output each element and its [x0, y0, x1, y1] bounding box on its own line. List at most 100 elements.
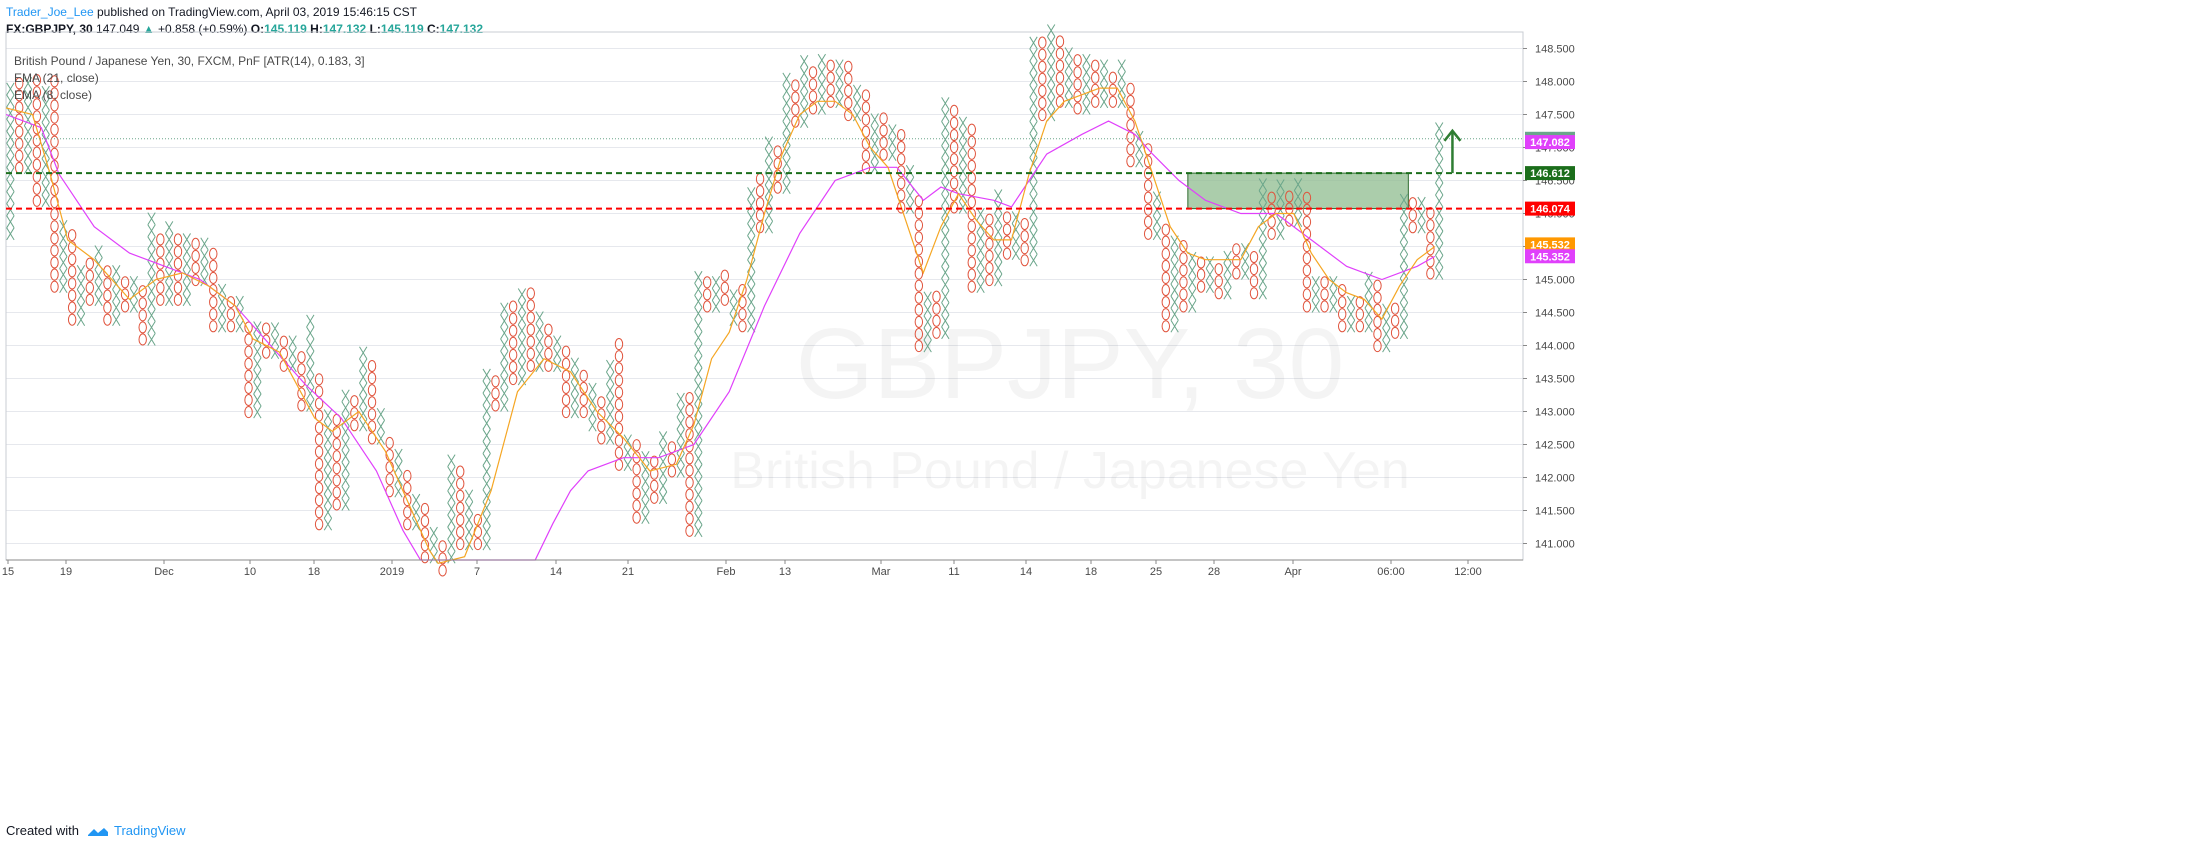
- x-tick-label: 14: [550, 566, 562, 578]
- o-mark: [1055, 71, 1065, 84]
- o-mark: [1320, 288, 1329, 301]
- o-mark: [1161, 308, 1171, 321]
- x-tick-label: Mar: [872, 566, 891, 578]
- x-mark: [41, 146, 50, 159]
- pnf-x-column: [835, 59, 844, 109]
- o-mark: [297, 399, 306, 412]
- x-mark: [464, 489, 474, 503]
- x-mark: [41, 110, 50, 123]
- o-mark: [438, 564, 447, 577]
- pnf-o-column: [1373, 279, 1382, 353]
- o-mark: [738, 320, 747, 333]
- price-label: 147.082: [1530, 137, 1570, 149]
- o-mark: [914, 231, 924, 244]
- x-mark: [676, 441, 685, 454]
- x-mark: [694, 379, 703, 393]
- x-mark: [1170, 271, 1179, 285]
- o-mark: [1073, 54, 1082, 67]
- o-mark: [985, 274, 994, 287]
- x-tick-label: 2019: [380, 566, 404, 578]
- x-mark: [835, 71, 844, 85]
- o-mark: [456, 538, 465, 551]
- pnf-x-column: [641, 450, 650, 524]
- o-mark: [226, 320, 236, 333]
- o-mark: [614, 422, 624, 435]
- pnf-o-column: [191, 237, 200, 287]
- x-mark: [447, 550, 456, 564]
- x-mark: [941, 193, 950, 207]
- o-mark: [1143, 155, 1153, 168]
- o-mark: [67, 253, 77, 266]
- pnf-o-column: [544, 323, 553, 372]
- x-mark: [976, 280, 985, 293]
- o-mark: [1179, 276, 1188, 289]
- x-mark: [711, 276, 721, 289]
- x-mark: [994, 213, 1003, 226]
- x-mark: [535, 311, 544, 324]
- x-mark: [23, 101, 33, 114]
- x-mark: [1082, 90, 1091, 103]
- pnf-o-column: [1126, 82, 1135, 168]
- pnf-o-column: [1337, 283, 1347, 333]
- x-mark: [676, 416, 685, 430]
- o-mark: [544, 335, 553, 348]
- o-mark: [367, 432, 377, 445]
- time-axis[interactable]: 15 19 Dec 10 18 2019 7 14 21 Feb 13 Mar 11 14 18 25 28 Ap…: [2, 559, 1523, 578]
- o-mark: [1179, 288, 1188, 301]
- x-mark: [958, 140, 968, 154]
- x-mark: [376, 420, 385, 433]
- o-mark: [1038, 96, 1047, 110]
- pnf-o-column: [1408, 197, 1417, 234]
- pnf-o-column: [738, 283, 747, 333]
- x-mark: [1258, 202, 1267, 216]
- x-mark: [923, 303, 932, 317]
- o-mark: [244, 406, 253, 419]
- o-mark: [491, 375, 500, 388]
- x-mark: [1399, 242, 1409, 255]
- o-mark: [156, 233, 165, 246]
- o-mark: [32, 170, 42, 183]
- o-mark: [861, 89, 871, 102]
- tradingview-link[interactable]: TradingView: [114, 823, 186, 838]
- o-mark: [1126, 118, 1135, 132]
- o-mark: [861, 149, 871, 162]
- pnf-x-column: [270, 322, 280, 359]
- x-mark: [1152, 227, 1162, 241]
- author-link[interactable]: Trader_Joe_Lee: [6, 5, 94, 19]
- x-mark: [941, 133, 950, 146]
- o-mark: [985, 237, 994, 250]
- pnf-x-column: [570, 357, 580, 419]
- x-mark: [606, 432, 615, 445]
- x-mark: [23, 77, 33, 90]
- o-mark: [138, 309, 147, 322]
- x-mark: [852, 96, 862, 110]
- x-mark: [782, 145, 791, 158]
- x-mark: [606, 359, 615, 373]
- x-mark: [694, 355, 703, 369]
- o-mark: [1249, 287, 1259, 300]
- price-axis[interactable]: 148.500148.000147.500147.000146.500146.0…: [1523, 44, 1575, 551]
- x-mark: [1047, 48, 1056, 61]
- o-mark: [614, 458, 624, 471]
- x-mark: [1029, 157, 1038, 170]
- o-mark: [879, 124, 888, 137]
- x-mark: [747, 211, 756, 224]
- x-mark: [1170, 247, 1179, 261]
- pnf-o-column: [632, 439, 641, 524]
- x-mark: [165, 281, 174, 295]
- o-mark: [1249, 275, 1259, 288]
- o-mark: [209, 308, 218, 321]
- o-mark: [15, 77, 24, 90]
- x-mark: [182, 281, 191, 295]
- x-mark: [694, 464, 703, 477]
- o-mark: [191, 261, 200, 275]
- x-mark: [1011, 247, 1020, 260]
- o-mark: [826, 83, 835, 96]
- x-mark: [288, 359, 297, 373]
- x-mark: [1011, 235, 1020, 248]
- x-mark: [1029, 217, 1038, 231]
- o-mark: [50, 135, 59, 148]
- x-mark: [764, 208, 774, 222]
- o-mark: [50, 159, 59, 172]
